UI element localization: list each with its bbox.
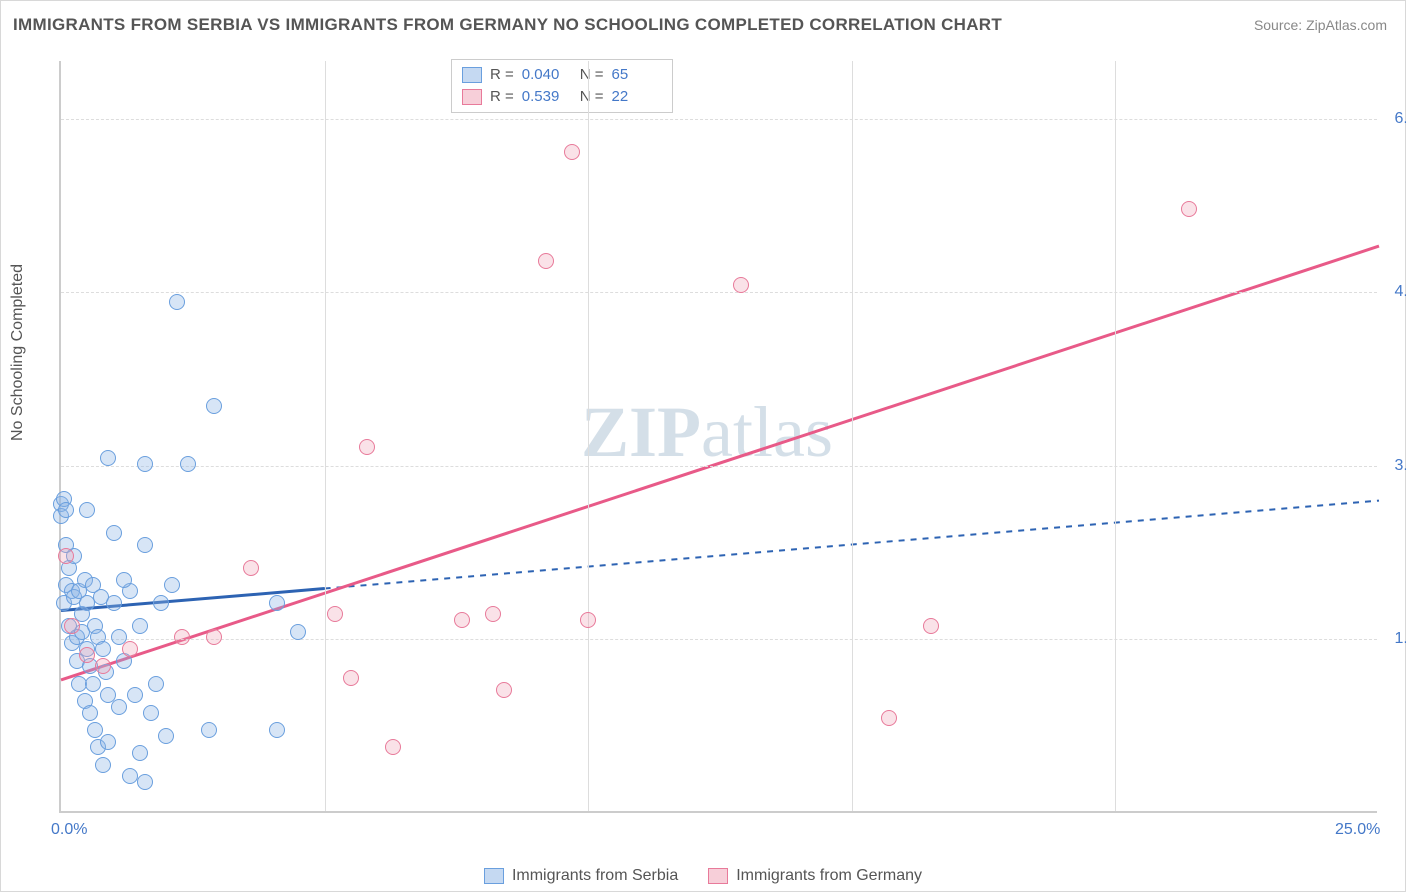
grid-v	[852, 61, 853, 811]
swatch-serbia	[462, 67, 482, 83]
data-point-serbia	[269, 722, 285, 738]
data-point-serbia	[164, 577, 180, 593]
data-point-germany	[485, 606, 501, 622]
n-label: N =	[580, 64, 604, 86]
source-label: Source: ZipAtlas.com	[1254, 17, 1387, 33]
data-point-serbia	[87, 722, 103, 738]
grid-v	[325, 61, 326, 811]
data-point-serbia	[137, 456, 153, 472]
data-point-germany	[564, 144, 580, 160]
grid-h	[61, 292, 1377, 293]
y-tick-label: 4.5%	[1395, 283, 1406, 301]
legend-item-serbia: Immigrants from Serbia	[484, 867, 678, 885]
data-point-serbia	[111, 699, 127, 715]
data-point-serbia	[153, 595, 169, 611]
data-point-germany	[243, 560, 259, 576]
data-point-germany	[359, 439, 375, 455]
y-tick-label: 6.0%	[1395, 110, 1406, 128]
data-point-germany	[122, 641, 138, 657]
r-label: R =	[490, 86, 514, 108]
data-point-serbia	[82, 705, 98, 721]
data-point-serbia	[58, 502, 74, 518]
data-point-serbia	[100, 734, 116, 750]
y-tick-label: 1.5%	[1395, 630, 1406, 648]
data-point-serbia	[100, 450, 116, 466]
data-point-serbia	[132, 618, 148, 634]
grid-v	[1115, 61, 1116, 811]
bottom-legend: Immigrants from Serbia Immigrants from G…	[1, 867, 1405, 885]
data-point-serbia	[137, 774, 153, 790]
data-point-serbia	[116, 572, 132, 588]
legend-label-serbia: Immigrants from Serbia	[512, 867, 678, 885]
data-point-germany	[174, 629, 190, 645]
data-point-germany	[385, 739, 401, 755]
r-value-serbia: 0.040	[522, 64, 572, 86]
data-point-germany	[327, 606, 343, 622]
data-point-serbia	[127, 687, 143, 703]
n-value-serbia: 65	[612, 64, 662, 86]
data-point-serbia	[206, 398, 222, 414]
data-point-germany	[454, 612, 470, 628]
data-point-serbia	[106, 525, 122, 541]
stats-row-germany: R = 0.539 N = 22	[462, 86, 662, 108]
data-point-germany	[1181, 201, 1197, 217]
x-tick-label: 25.0%	[1335, 821, 1380, 839]
legend-item-germany: Immigrants from Germany	[708, 867, 922, 885]
data-point-serbia	[79, 502, 95, 518]
grid-v	[588, 61, 589, 811]
y-axis-label: No Schooling Completed	[9, 264, 27, 441]
r-value-germany: 0.539	[522, 86, 572, 108]
data-point-serbia	[106, 595, 122, 611]
data-point-serbia	[148, 676, 164, 692]
grid-h	[61, 639, 1377, 640]
data-point-germany	[733, 277, 749, 293]
data-point-serbia	[269, 595, 285, 611]
grid-h	[61, 466, 1377, 467]
grid-h	[61, 119, 1377, 120]
data-point-germany	[580, 612, 596, 628]
swatch-germany	[462, 89, 482, 105]
data-point-germany	[95, 658, 111, 674]
x-tick-label: 0.0%	[51, 821, 87, 839]
n-value-germany: 22	[612, 86, 662, 108]
data-point-serbia	[180, 456, 196, 472]
plot-area: ZIPatlas R = 0.040 N = 65 R = 0.539 N = …	[59, 61, 1377, 813]
data-point-serbia	[122, 768, 138, 784]
swatch-germany	[708, 868, 728, 884]
n-label: N =	[580, 86, 604, 108]
data-point-germany	[343, 670, 359, 686]
data-point-serbia	[95, 641, 111, 657]
swatch-serbia	[484, 868, 504, 884]
data-point-serbia	[85, 676, 101, 692]
data-point-germany	[64, 618, 80, 634]
data-point-serbia	[143, 705, 159, 721]
data-point-germany	[58, 548, 74, 564]
chart-title: IMMIGRANTS FROM SERBIA VS IMMIGRANTS FRO…	[13, 15, 1002, 35]
data-point-serbia	[137, 537, 153, 553]
data-point-serbia	[169, 294, 185, 310]
data-point-germany	[206, 629, 222, 645]
data-point-serbia	[95, 757, 111, 773]
data-point-germany	[79, 647, 95, 663]
data-point-serbia	[158, 728, 174, 744]
legend-label-germany: Immigrants from Germany	[736, 867, 922, 885]
y-tick-label: 3.0%	[1395, 457, 1406, 475]
data-point-serbia	[132, 745, 148, 761]
data-point-serbia	[201, 722, 217, 738]
data-point-germany	[881, 710, 897, 726]
stats-row-serbia: R = 0.040 N = 65	[462, 64, 662, 86]
data-point-germany	[538, 253, 554, 269]
data-point-germany	[496, 682, 512, 698]
data-point-germany	[923, 618, 939, 634]
trend-lines	[61, 61, 1377, 811]
data-point-serbia	[290, 624, 306, 640]
r-label: R =	[490, 64, 514, 86]
stats-legend: R = 0.040 N = 65 R = 0.539 N = 22	[451, 59, 673, 113]
